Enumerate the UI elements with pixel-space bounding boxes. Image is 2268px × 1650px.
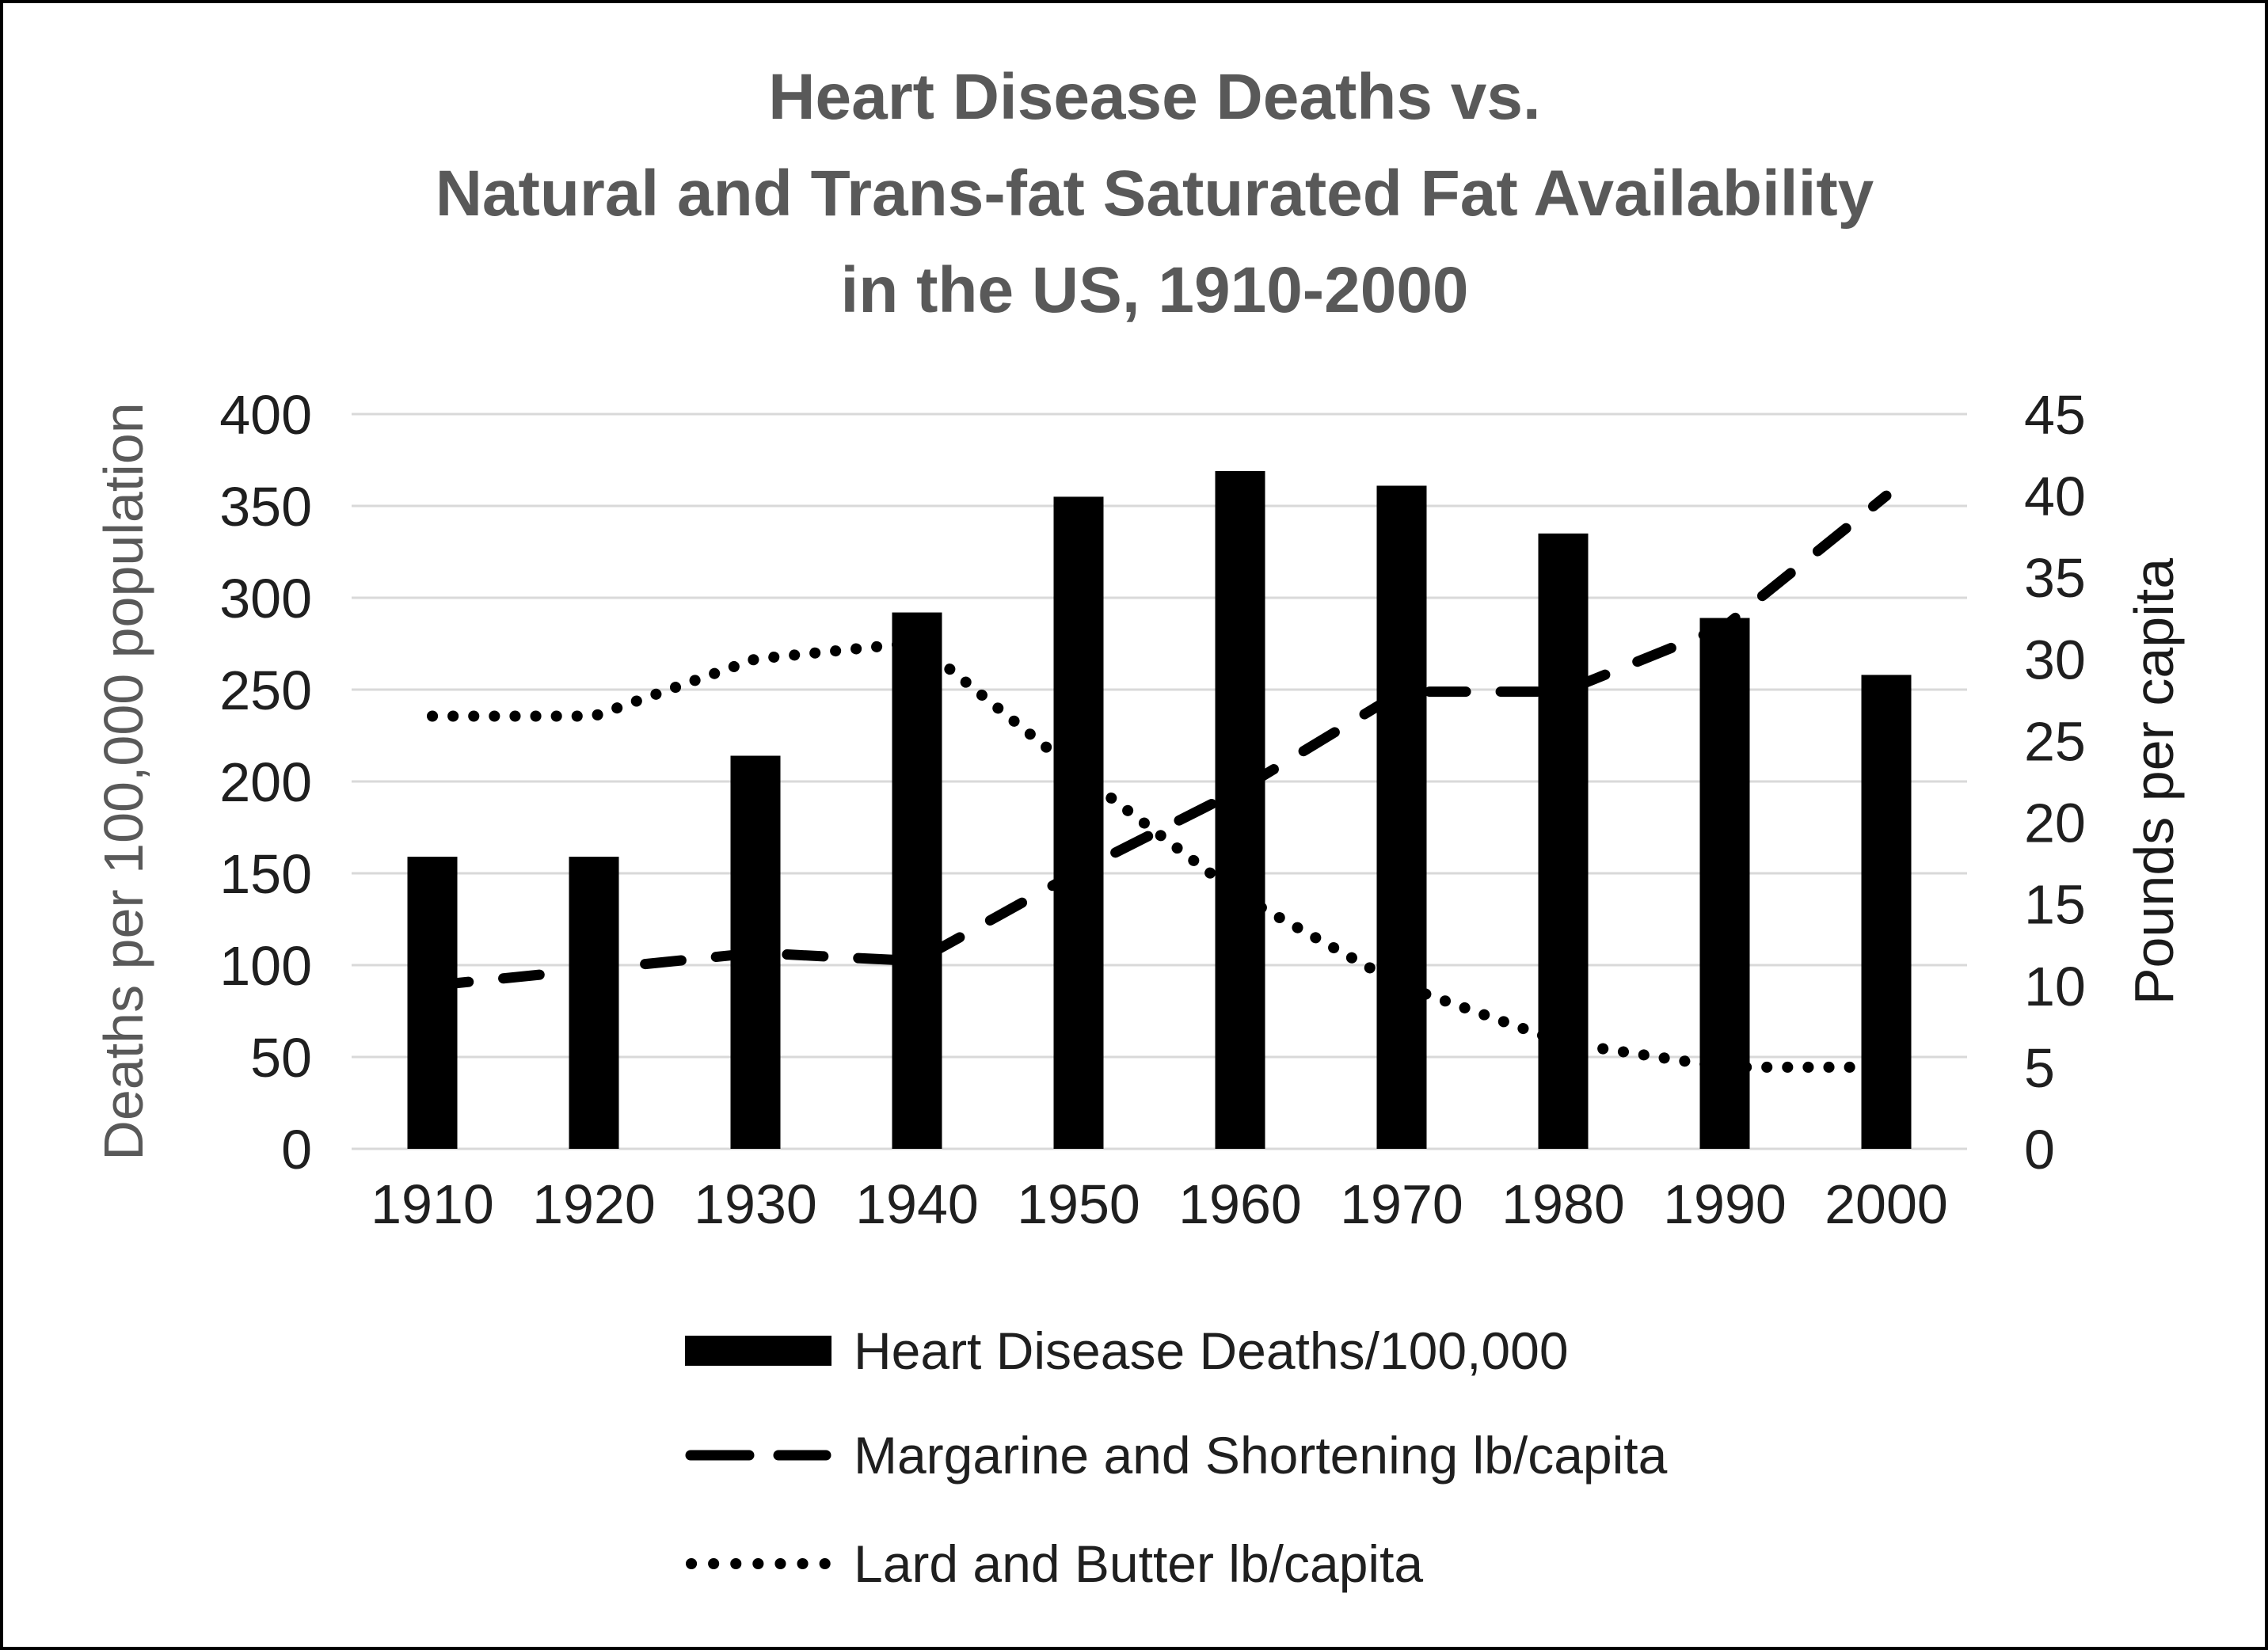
x-axis-label-2000: 2000 <box>1825 1173 1948 1235</box>
x-axis-label-1970: 1970 <box>1340 1173 1463 1235</box>
x-axis-label-1980: 1980 <box>1501 1173 1625 1235</box>
left-axis-tick-300: 300 <box>219 568 312 629</box>
right-axis-tick-0: 0 <box>2024 1119 2055 1180</box>
bar-1940 <box>892 612 942 1149</box>
bar-1950 <box>1053 496 1104 1149</box>
legend-label: Lard and Butter lb/capita <box>854 1534 1424 1593</box>
bar-1920 <box>569 857 619 1149</box>
right-axis-tick-35: 35 <box>2024 547 2086 609</box>
line-series-dashed <box>427 490 1892 991</box>
legend-item-margarine-shortening: Margarine and Shortening lb/capita <box>685 1425 1667 1485</box>
legend-item-lard-butter: Lard and Butter lb/capita <box>685 1534 1423 1594</box>
plot-area: 4003503002502001501005004540353025201510… <box>219 384 2086 1235</box>
line-series-dotted <box>427 637 1892 1073</box>
bar-1930 <box>730 755 781 1149</box>
chart-title-line-2: Natural and Trans-fat Saturated Fat Avai… <box>435 158 1874 230</box>
right-axis-tick-45: 45 <box>2024 384 2086 446</box>
bar-1990 <box>1699 618 1750 1149</box>
legend-label: Heart Disease Deaths/100,000 <box>854 1321 1569 1380</box>
legend-item-heart-disease-deaths: Heart Disease Deaths/100,000 <box>685 1321 1569 1381</box>
right-axis-tick-15: 15 <box>2024 874 2086 936</box>
x-axis-label-1990: 1990 <box>1663 1173 1787 1235</box>
x-axis-label-1910: 1910 <box>371 1173 494 1235</box>
dotted-line-swatch-icon <box>686 1558 831 1569</box>
legend-label: Margarine and Shortening lb/capita <box>854 1426 1668 1485</box>
right-axis-tick-30: 30 <box>2024 629 2086 690</box>
right-axis-tick-40: 40 <box>2024 466 2086 527</box>
left-axis-tick-150: 150 <box>219 843 312 905</box>
left-axis-tick-100: 100 <box>219 935 312 997</box>
chart-title-line-3: in the US, 1910-2000 <box>840 254 1469 326</box>
left-axis-tick-250: 250 <box>219 660 312 721</box>
x-axis-label-1920: 1920 <box>532 1173 656 1235</box>
x-axis-label-1950: 1950 <box>1017 1173 1140 1235</box>
x-axis-label-1930: 1930 <box>694 1173 817 1235</box>
left-axis-tick-350: 350 <box>219 476 312 538</box>
bar-1970 <box>1376 485 1427 1149</box>
chart-title-line-1: Heart Disease Deaths vs. <box>768 61 1541 133</box>
right-axis-tick-10: 10 <box>2024 956 2086 1017</box>
bar-series-swatch-icon <box>685 1336 831 1366</box>
bar-1960 <box>1215 470 1265 1149</box>
right-axis-tick-5: 5 <box>2024 1037 2055 1099</box>
left-axis-tick-0: 0 <box>281 1119 312 1180</box>
left-axis-tick-50: 50 <box>250 1027 312 1089</box>
bar-1910 <box>407 857 458 1149</box>
bar-1980 <box>1538 533 1589 1149</box>
chart-title: Heart Disease Deaths vs. Natural and Tra… <box>38 49 2265 339</box>
x-axis-label-1960: 1960 <box>1178 1173 1302 1235</box>
left-axis-tick-200: 200 <box>219 751 312 813</box>
bar-2000 <box>1861 675 1912 1149</box>
dashed-line-swatch-icon <box>685 1450 831 1461</box>
left-axis-tick-400: 400 <box>219 384 312 446</box>
x-axis-label-1940: 1940 <box>855 1173 979 1235</box>
right-axis-tick-20: 20 <box>2024 793 2086 854</box>
right-axis-tick-25: 25 <box>2024 710 2086 772</box>
